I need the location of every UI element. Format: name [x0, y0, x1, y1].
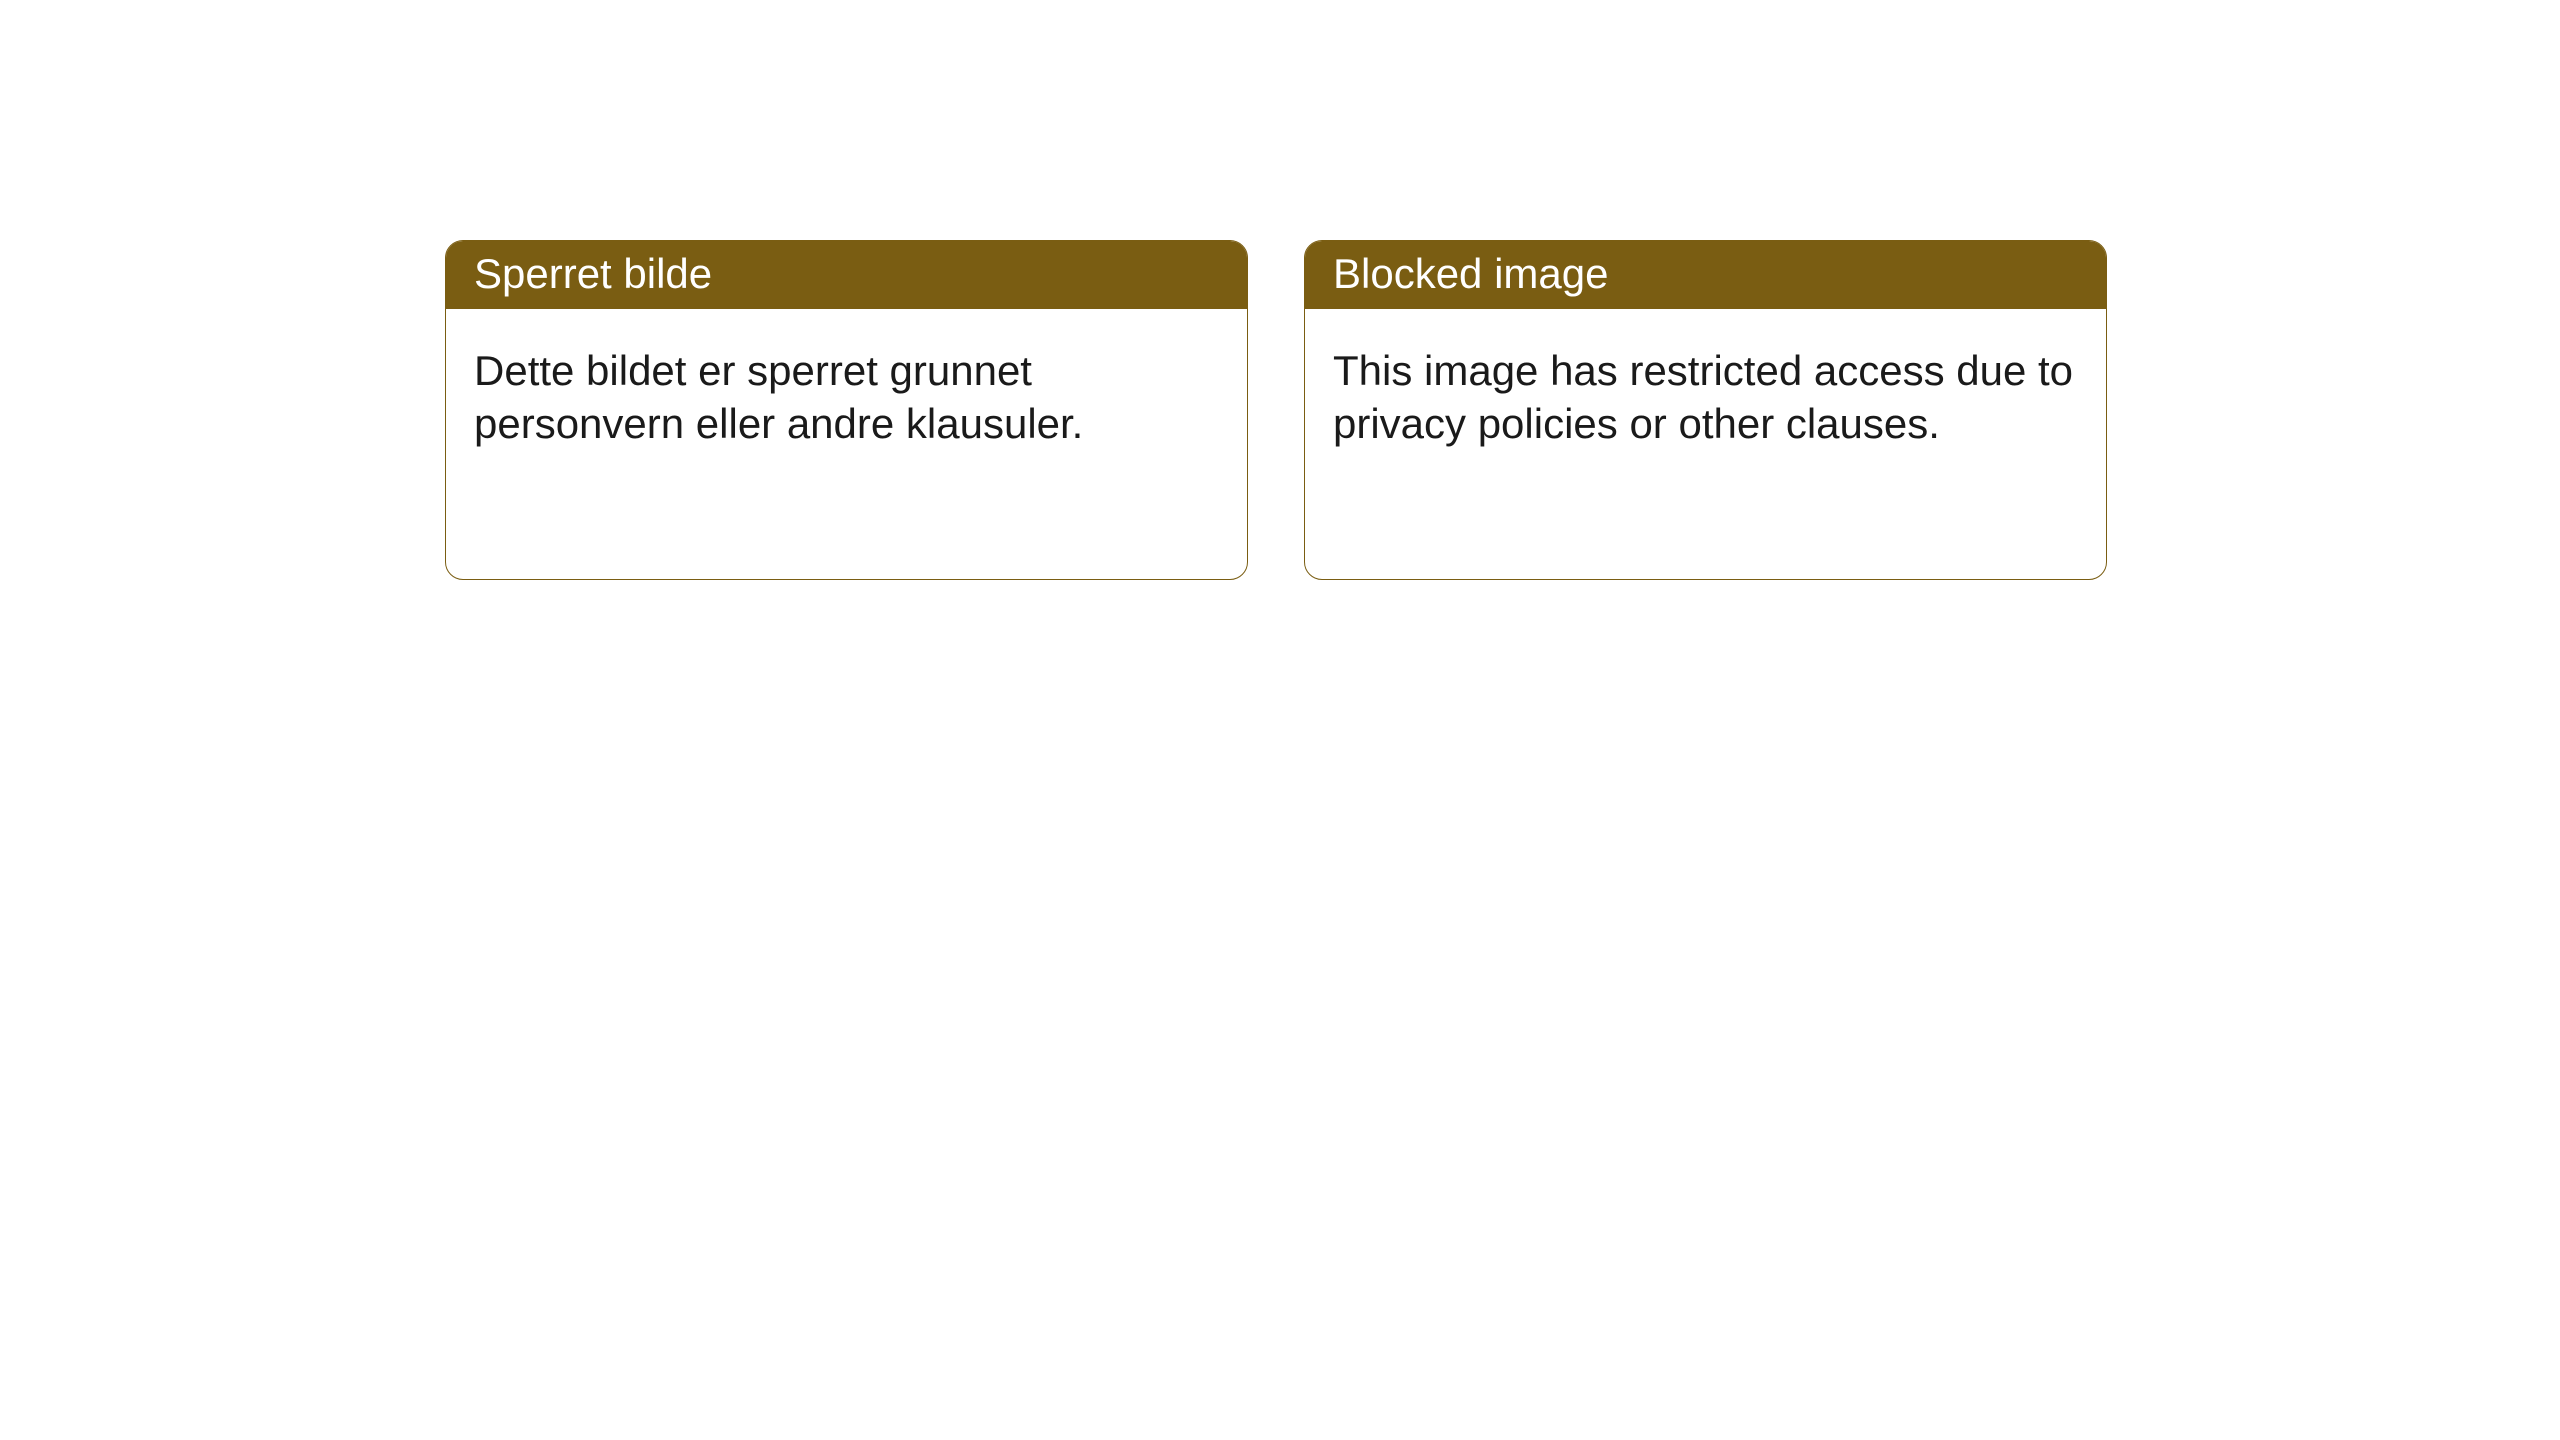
- notice-card-norwegian: Sperret bilde Dette bildet er sperret gr…: [445, 240, 1248, 580]
- card-header-text: Sperret bilde: [474, 250, 712, 297]
- card-body-text: This image has restricted access due to …: [1333, 345, 2078, 450]
- card-body-norwegian: Dette bildet er sperret grunnet personve…: [446, 309, 1247, 579]
- card-body-english: This image has restricted access due to …: [1305, 309, 2106, 579]
- card-body-text: Dette bildet er sperret grunnet personve…: [474, 345, 1219, 450]
- card-header-text: Blocked image: [1333, 250, 1608, 297]
- card-header-english: Blocked image: [1305, 241, 2106, 309]
- card-header-norwegian: Sperret bilde: [446, 241, 1247, 309]
- notice-card-english: Blocked image This image has restricted …: [1304, 240, 2107, 580]
- notice-container: Sperret bilde Dette bildet er sperret gr…: [445, 240, 2107, 580]
